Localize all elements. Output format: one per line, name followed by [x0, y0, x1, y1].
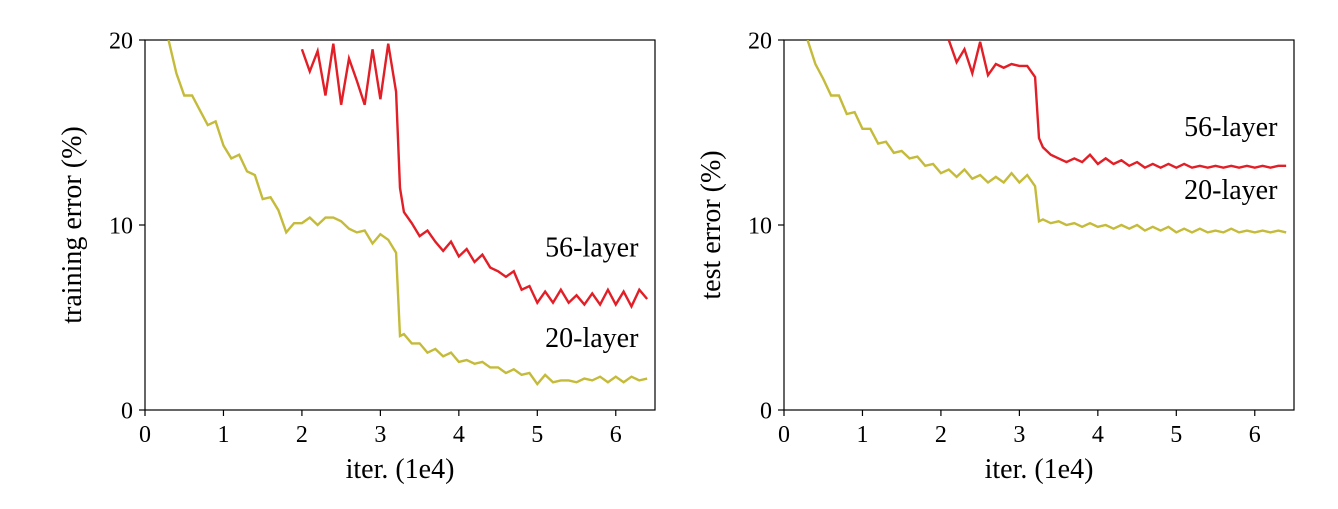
y-axis-label: test error (%): [696, 150, 727, 299]
x-tick-label: 3: [1013, 422, 1025, 448]
x-tick-label: 2: [935, 422, 947, 448]
y-axis-label: training error (%): [57, 126, 88, 323]
y-tick-label: 0: [121, 398, 133, 424]
x-tick-label: 6: [1249, 422, 1261, 448]
series-56-layer: [302, 44, 647, 307]
x-tick-label: 2: [296, 422, 308, 448]
chart-svg: 0 1 2 3 4 5 6 0 10 20 iter. (1e4) training error (%…: [30, 0, 669, 509]
x-tick-label: 4: [1092, 422, 1104, 448]
series-annotation: 20-layer: [545, 323, 639, 354]
x-axis-label: iter. (1e4): [985, 454, 1094, 485]
x-tick-label: 5: [531, 422, 543, 448]
figure: 012345601020iter. (1e4)training error (%…: [0, 0, 1338, 509]
x-axis-label: iter. (1e4): [346, 454, 455, 485]
x-tick-label: 1: [217, 422, 229, 448]
x-tick-label: 6: [610, 422, 622, 448]
test-error-panel: 0 1 2 3 4 5 6 0 10 20 iter. (1e4) test error (%) 56-…: [669, 0, 1308, 509]
x-tick-label: 0: [778, 422, 790, 448]
y-tick-label: 20: [748, 28, 772, 54]
axes-box: [784, 40, 1294, 410]
y-tick-label: 10: [109, 213, 133, 239]
series-annotation: 56-layer: [545, 232, 639, 263]
series-56-layer: [949, 40, 1286, 168]
x-tick-label: 3: [374, 422, 386, 448]
y-tick-label: 20: [109, 28, 133, 54]
series-annotation: 56-layer: [1184, 112, 1278, 143]
y-tick-label: 10: [748, 213, 772, 239]
training-error-panel: 0 1 2 3 4 5 6 0 10 20 iter. (1e4) training error (%…: [30, 0, 669, 509]
x-tick-label: 4: [453, 422, 465, 448]
axes-box: [145, 40, 655, 410]
x-tick-label: 0: [139, 422, 151, 448]
x-tick-label: 5: [1170, 422, 1182, 448]
series-annotation: 20-layer: [1184, 175, 1278, 206]
y-tick-label: 0: [760, 398, 772, 424]
chart-svg: 0 1 2 3 4 5 6 0 10 20 iter. (1e4) test error (%) 56-…: [669, 0, 1308, 509]
x-tick-label: 1: [856, 422, 868, 448]
